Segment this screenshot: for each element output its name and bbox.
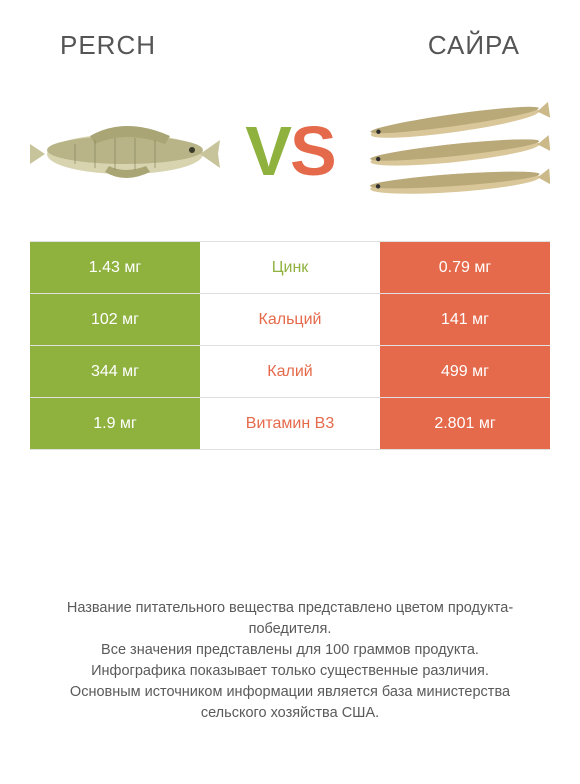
right-image [360,91,550,211]
right-value: 499 мг [380,346,550,397]
saury-fish-icon [360,91,550,211]
left-title: PERCH [60,30,156,61]
footnote-line: Все значения представлены для 100 граммо… [40,640,540,661]
nutrient-label: Калий [200,346,380,397]
vs-label: VS [245,116,334,186]
comparison-table: 1.43 мг Цинк 0.79 мг 102 мг Кальций 141 … [30,241,550,450]
right-value: 2.801 мг [380,398,550,449]
footnote-line: Основным источником информации является … [40,682,540,724]
footnote-line: Инфографика показывает только существенн… [40,661,540,682]
left-image [30,91,220,211]
vs-v: V [245,112,290,190]
footnote-line: Название питательного вещества представл… [40,598,540,640]
header: PERCH САЙРА [0,0,580,71]
table-row: 102 мг Кальций 141 мг [30,294,550,346]
left-value: 1.43 мг [30,242,200,293]
perch-fish-icon [30,106,220,196]
footnote: Название питательного вещества представл… [0,598,580,724]
left-value: 1.9 мг [30,398,200,449]
right-value: 0.79 мг [380,242,550,293]
images-row: VS [0,71,580,241]
right-value: 141 мг [380,294,550,345]
left-value: 344 мг [30,346,200,397]
nutrient-label: Витамин B3 [200,398,380,449]
vs-s: S [290,112,335,190]
nutrient-label: Кальций [200,294,380,345]
table-row: 344 мг Калий 499 мг [30,346,550,398]
table-row: 1.43 мг Цинк 0.79 мг [30,242,550,294]
table-row: 1.9 мг Витамин B3 2.801 мг [30,398,550,450]
nutrient-label: Цинк [200,242,380,293]
left-value: 102 мг [30,294,200,345]
right-title: САЙРА [428,30,520,61]
